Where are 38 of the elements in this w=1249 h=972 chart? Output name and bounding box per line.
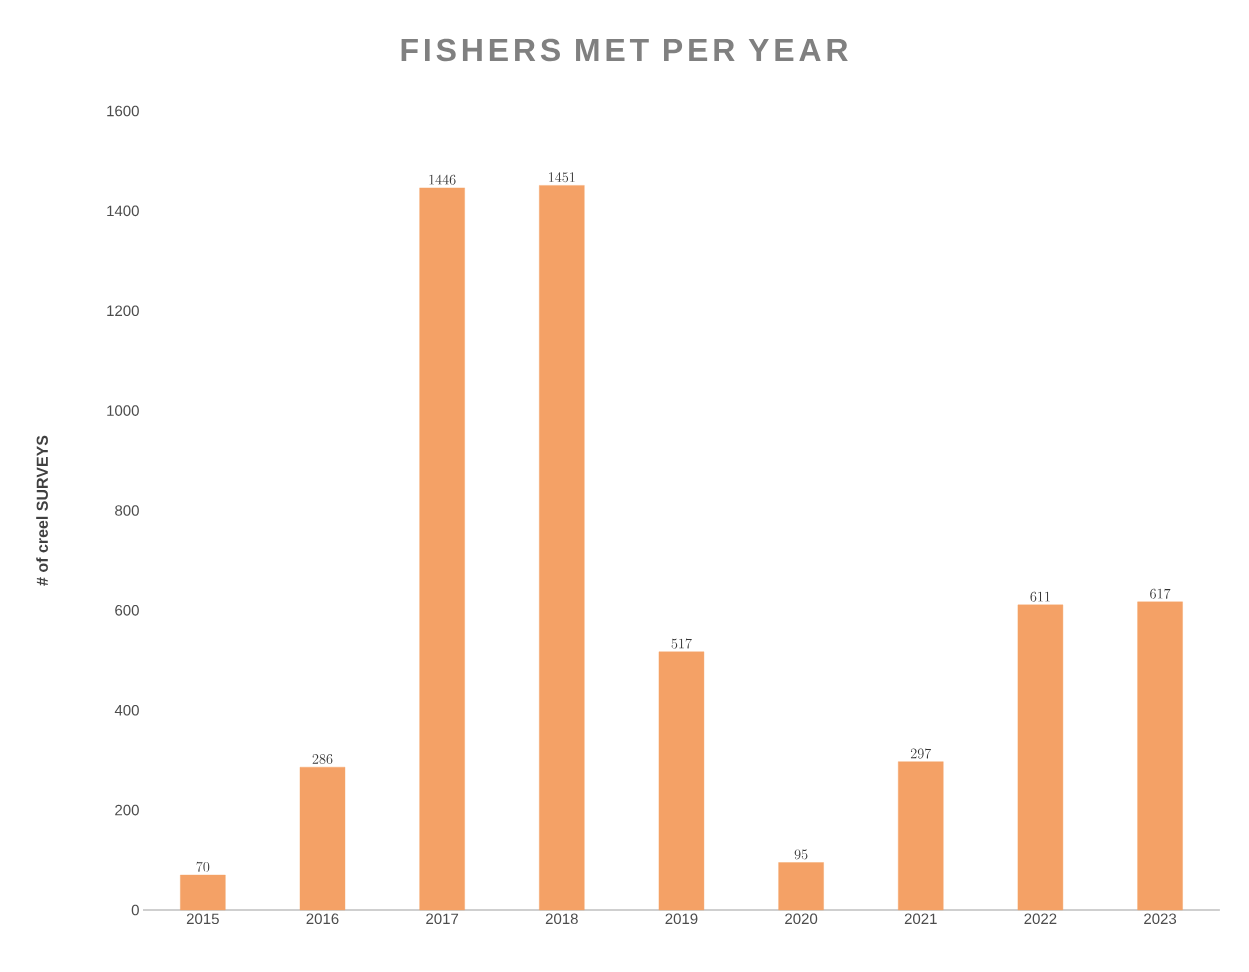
x-tick-label: 2018 — [545, 913, 578, 925]
y-tick-label: 1600 — [107, 105, 139, 117]
y-tick-label: 1000 — [107, 405, 139, 416]
y-tick-label: 1400 — [107, 205, 139, 217]
y-tick-label: 200 — [115, 804, 139, 816]
bar — [539, 185, 585, 911]
bar — [419, 187, 465, 911]
data-label: 1446 — [429, 174, 456, 185]
x-tick-label: 2021 — [904, 913, 937, 925]
y-tick-label: 600 — [115, 605, 139, 616]
bar — [898, 761, 944, 911]
data-label: 517 — [671, 638, 692, 649]
bar — [658, 651, 705, 911]
bar — [180, 874, 226, 911]
bar — [1017, 604, 1064, 911]
bar — [299, 766, 346, 911]
x-tick-label: 2023 — [1144, 913, 1177, 925]
bar — [778, 862, 824, 911]
data-label: 1451 — [549, 172, 575, 183]
data-label: 286 — [312, 754, 333, 764]
x-tick-label: 2015 — [186, 913, 219, 925]
data-label: 611 — [1030, 591, 1050, 602]
chart-title: FISHERS MET PER YEAR — [401, 38, 848, 62]
y-tick-label: 0 — [131, 904, 139, 916]
x-tick-label: 2019 — [665, 913, 698, 925]
bar — [1137, 601, 1183, 911]
x-tick-label: 2017 — [426, 913, 459, 925]
data-label: 617 — [1150, 588, 1171, 599]
x-tick-label: 2016 — [306, 913, 339, 925]
y-tick-label: 1200 — [107, 305, 139, 317]
data-label: 297 — [910, 748, 932, 759]
data-label: 95 — [794, 849, 808, 860]
y-tick-label: 800 — [115, 505, 139, 516]
data-label: 70 — [196, 861, 210, 872]
x-tick-label: 2020 — [785, 913, 818, 925]
y-tick-label: 400 — [114, 704, 139, 716]
x-tick-label: 2022 — [1024, 913, 1057, 925]
y-axis-title: # of creel SURVEYS — [36, 435, 48, 586]
